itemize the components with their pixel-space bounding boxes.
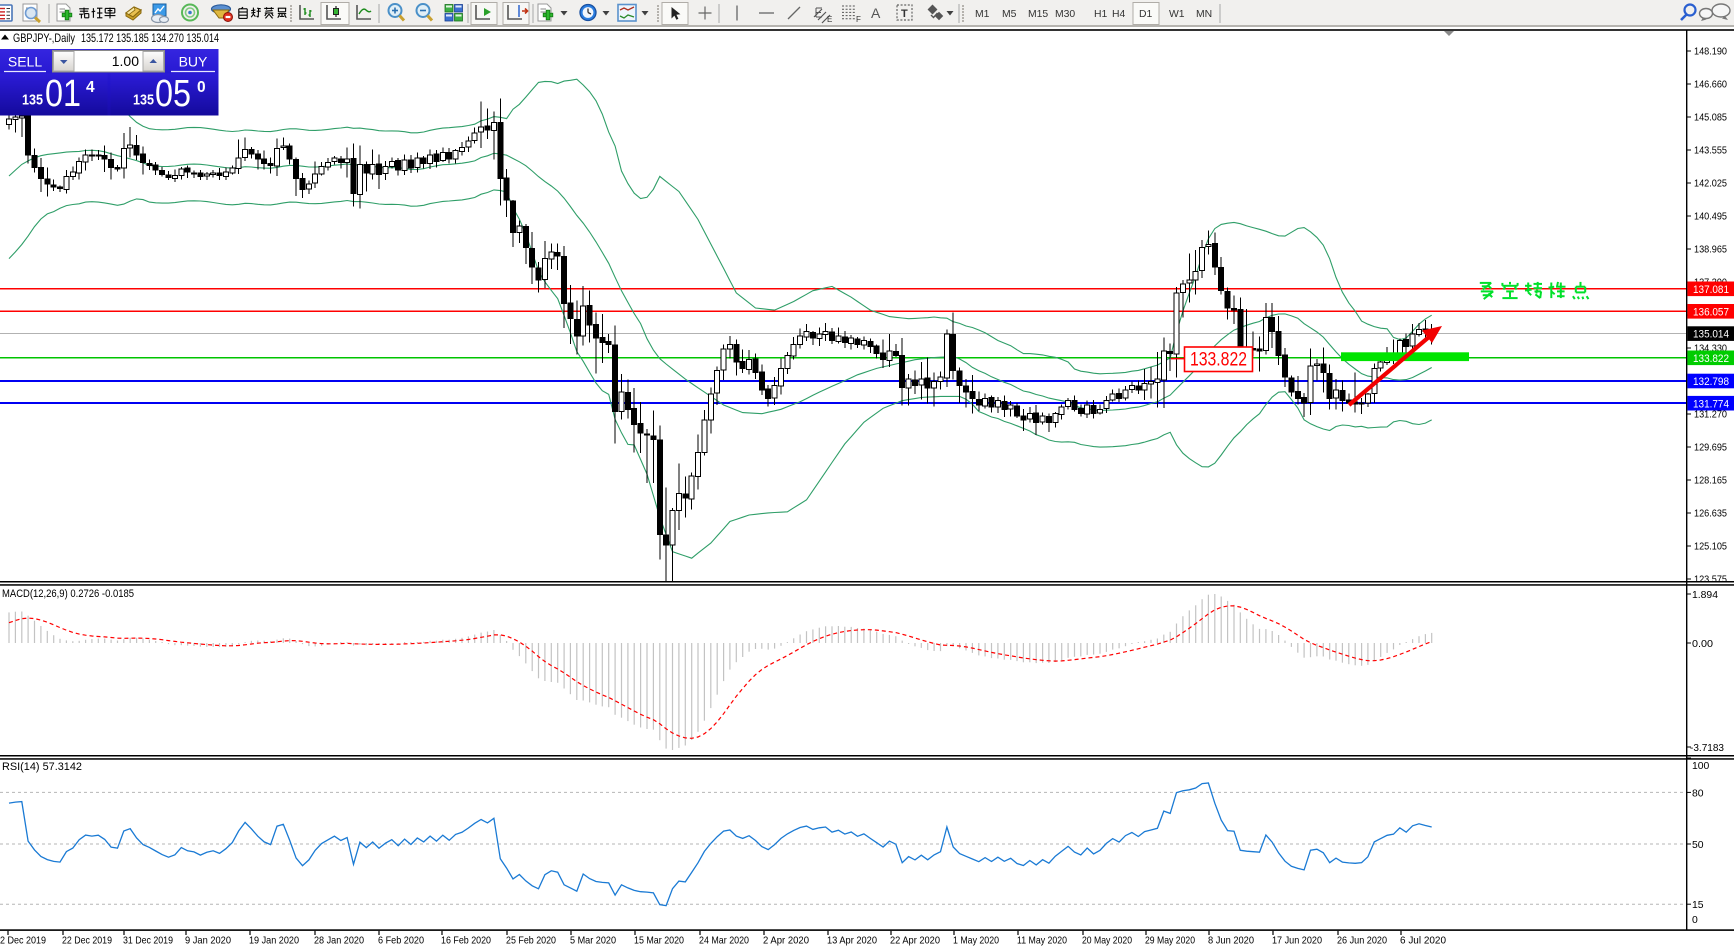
- svg-text:131.270: 131.270: [1694, 410, 1727, 421]
- svg-text:1.00: 1.00: [112, 53, 139, 69]
- svg-text:SELL: SELL: [8, 54, 42, 70]
- svg-text:26 Jun 2020: 26 Jun 2020: [1337, 936, 1387, 947]
- svg-text:M1: M1: [975, 9, 990, 20]
- svg-text:13 Apr 2020: 13 Apr 2020: [827, 936, 877, 947]
- svg-text:16 Feb 2020: 16 Feb 2020: [441, 936, 491, 947]
- svg-text:123.575: 123.575: [1694, 575, 1727, 586]
- svg-text:134.330: 134.330: [1694, 344, 1727, 355]
- svg-text:80: 80: [1692, 788, 1704, 799]
- svg-text:135: 135: [22, 92, 43, 109]
- svg-text:19 Jan 2020: 19 Jan 2020: [249, 936, 299, 947]
- svg-text:146.660: 146.660: [1694, 80, 1727, 91]
- svg-text:8 Jun 2020: 8 Jun 2020: [1208, 936, 1254, 947]
- svg-text:100: 100: [1692, 761, 1710, 772]
- svg-text:128.165: 128.165: [1694, 476, 1727, 487]
- svg-text:22 Apr 2020: 22 Apr 2020: [890, 936, 940, 947]
- svg-text:50: 50: [1692, 840, 1704, 851]
- svg-text:MACD(12,26,9) 0.2726 -0.0185: MACD(12,26,9) 0.2726 -0.0185: [2, 588, 134, 600]
- svg-text:2 Apr 2020: 2 Apr 2020: [763, 936, 809, 947]
- svg-text:135.014: 135.014: [1693, 329, 1729, 341]
- svg-text:135.172 135.185 134.270 135.01: 135.172 135.185 134.270 135.014: [81, 32, 219, 45]
- svg-text:133.822: 133.822: [1190, 350, 1247, 371]
- svg-text:126.635: 126.635: [1694, 509, 1727, 520]
- svg-text:0: 0: [197, 79, 206, 96]
- svg-text:MN: MN: [1196, 9, 1212, 20]
- svg-text:28 Jan 2020: 28 Jan 2020: [314, 936, 364, 947]
- svg-text:BUY: BUY: [179, 54, 208, 70]
- svg-text:9 Jan 2020: 9 Jan 2020: [185, 936, 231, 947]
- svg-text:4: 4: [86, 79, 95, 96]
- svg-text:E: E: [827, 15, 832, 24]
- svg-text:29 May 2020: 29 May 2020: [1145, 936, 1195, 947]
- svg-text:F: F: [856, 15, 861, 24]
- svg-text:148.190: 148.190: [1694, 47, 1727, 58]
- svg-text:D1: D1: [1139, 9, 1153, 20]
- svg-text:15 Mar 2020: 15 Mar 2020: [634, 936, 684, 947]
- svg-text:136.057: 136.057: [1693, 306, 1729, 318]
- svg-text:142.025: 142.025: [1694, 179, 1727, 190]
- svg-text:132.798: 132.798: [1693, 376, 1729, 388]
- svg-text:133.822: 133.822: [1693, 353, 1729, 365]
- svg-text:131.774: 131.774: [1693, 398, 1729, 410]
- svg-text:138.965: 138.965: [1694, 245, 1727, 256]
- svg-text:H4: H4: [1112, 9, 1126, 20]
- svg-text:-3.7183: -3.7183: [1690, 743, 1724, 754]
- svg-text:137.081: 137.081: [1693, 284, 1729, 296]
- svg-text:GBPJPY-,Daily: GBPJPY-,Daily: [13, 32, 75, 45]
- svg-text:25 Feb 2020: 25 Feb 2020: [506, 936, 556, 947]
- svg-text:6 Feb 2020: 6 Feb 2020: [378, 936, 424, 947]
- svg-text:T: T: [901, 8, 908, 20]
- svg-text:129.695: 129.695: [1694, 443, 1727, 454]
- svg-text:1.894: 1.894: [1692, 590, 1718, 601]
- svg-text:24 Mar 2020: 24 Mar 2020: [699, 936, 749, 947]
- svg-text:0: 0: [1692, 915, 1698, 926]
- svg-text:H1: H1: [1094, 9, 1108, 20]
- svg-text:05: 05: [155, 73, 191, 115]
- svg-text:140.495: 140.495: [1694, 212, 1727, 223]
- svg-text:RSI(14) 57.3142: RSI(14) 57.3142: [2, 761, 82, 773]
- svg-text:M15: M15: [1028, 9, 1048, 20]
- svg-text:0.00: 0.00: [1692, 639, 1713, 650]
- svg-text:A: A: [871, 5, 881, 21]
- svg-text:15: 15: [1692, 900, 1704, 911]
- svg-text:5 Mar 2020: 5 Mar 2020: [570, 936, 616, 947]
- svg-text:1 May 2020: 1 May 2020: [953, 936, 999, 947]
- svg-text:143.555: 143.555: [1694, 146, 1727, 157]
- svg-text:M5: M5: [1002, 9, 1017, 20]
- svg-text:01: 01: [45, 73, 81, 115]
- svg-text:22 Dec 2019: 22 Dec 2019: [62, 936, 112, 947]
- svg-text:20 May 2020: 20 May 2020: [1082, 936, 1132, 947]
- svg-text:17 Jun 2020: 17 Jun 2020: [1272, 936, 1322, 947]
- svg-text:135: 135: [133, 92, 154, 109]
- svg-text:W1: W1: [1169, 9, 1185, 20]
- svg-text:125.105: 125.105: [1694, 542, 1727, 553]
- svg-text:11 May 2020: 11 May 2020: [1017, 936, 1067, 947]
- svg-text:2 Dec 2019: 2 Dec 2019: [0, 936, 46, 947]
- svg-text:6 Jul 2020: 6 Jul 2020: [1400, 936, 1446, 947]
- svg-text:31 Dec 2019: 31 Dec 2019: [123, 936, 173, 947]
- svg-text:M30: M30: [1055, 9, 1075, 20]
- svg-text:145.085: 145.085: [1694, 113, 1727, 124]
